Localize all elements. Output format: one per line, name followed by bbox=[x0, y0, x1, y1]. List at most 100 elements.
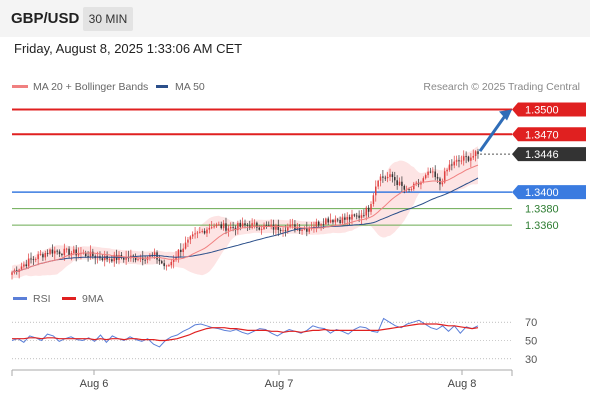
candle bbox=[341, 213, 344, 225]
candle bbox=[432, 167, 434, 178]
candle bbox=[453, 155, 455, 169]
candle bbox=[334, 215, 337, 227]
candle bbox=[279, 227, 282, 234]
rsi-tick-label-2: 30 bbox=[525, 354, 537, 366]
x-tick-label-0: Aug 6 bbox=[80, 378, 109, 390]
candle bbox=[467, 155, 470, 163]
candle bbox=[229, 222, 232, 232]
ma9-legend-label: 9MA bbox=[82, 293, 104, 305]
candle bbox=[56, 249, 58, 255]
price-level-label-0: 1.3500 bbox=[525, 105, 559, 117]
ma20-bollinger-legend-swatch bbox=[12, 85, 28, 88]
candle bbox=[336, 218, 339, 223]
candle bbox=[265, 221, 268, 229]
candle bbox=[398, 177, 401, 187]
candle bbox=[44, 250, 47, 261]
candle bbox=[113, 251, 116, 267]
candle bbox=[451, 159, 453, 171]
candle bbox=[191, 231, 194, 239]
candle bbox=[77, 247, 80, 259]
chart-header: GBP/USD 30 MIN bbox=[0, 0, 590, 37]
candle bbox=[374, 180, 377, 202]
candle bbox=[75, 245, 77, 262]
candle bbox=[46, 249, 49, 257]
candle bbox=[372, 193, 375, 207]
candle bbox=[401, 176, 403, 193]
rsi-panel: 70 50 30 bbox=[11, 317, 537, 366]
candle bbox=[365, 205, 368, 221]
candle bbox=[206, 227, 208, 238]
candle bbox=[317, 220, 320, 228]
candle bbox=[415, 180, 417, 187]
candle bbox=[367, 205, 370, 218]
candle bbox=[101, 254, 104, 262]
ma9-legend-swatch bbox=[62, 297, 76, 300]
x-tick-label-2: Aug 8 bbox=[448, 378, 477, 390]
candle bbox=[225, 217, 227, 235]
candle bbox=[315, 218, 318, 233]
timeframe-button[interactable]: 30 MIN bbox=[83, 7, 133, 31]
ma50-legend-swatch bbox=[156, 85, 168, 88]
candle bbox=[260, 225, 263, 235]
candle bbox=[446, 168, 448, 176]
candle bbox=[184, 236, 187, 250]
candle bbox=[182, 243, 184, 257]
rsi-legend: RSI 9MA bbox=[13, 293, 104, 305]
candle bbox=[325, 217, 327, 226]
candle bbox=[394, 171, 396, 186]
candle bbox=[218, 221, 220, 226]
candle bbox=[196, 230, 199, 239]
candle bbox=[215, 222, 218, 228]
candle bbox=[125, 250, 127, 265]
candle bbox=[251, 218, 253, 230]
chart-legend: MA 20 + Bollinger Bands MA 50 bbox=[12, 81, 205, 93]
candle bbox=[30, 252, 32, 264]
symbol-title: GBP/USD bbox=[11, 10, 80, 27]
candle bbox=[161, 259, 163, 265]
candle bbox=[403, 184, 406, 194]
candle bbox=[389, 168, 391, 182]
candle bbox=[465, 151, 467, 164]
candle bbox=[32, 256, 35, 266]
candle bbox=[474, 150, 477, 162]
candle bbox=[39, 250, 42, 256]
candle bbox=[363, 209, 365, 218]
candle bbox=[163, 259, 165, 270]
candle bbox=[144, 255, 146, 264]
rsi-line bbox=[11, 317, 479, 348]
candle bbox=[253, 219, 256, 229]
price-level-label-3: 1.3400 bbox=[525, 187, 559, 199]
candle bbox=[20, 262, 23, 271]
candle bbox=[427, 167, 429, 178]
candle bbox=[244, 219, 246, 229]
candle bbox=[84, 250, 87, 258]
candle bbox=[58, 249, 61, 258]
ma50-legend-label: MA 50 bbox=[175, 81, 205, 93]
ma20-line bbox=[11, 164, 479, 273]
candle bbox=[370, 201, 372, 215]
candle bbox=[282, 227, 284, 237]
candle bbox=[194, 227, 196, 239]
candle bbox=[455, 155, 458, 166]
candle bbox=[306, 221, 308, 237]
candle bbox=[386, 172, 389, 183]
candle bbox=[396, 175, 398, 190]
ma50-line bbox=[11, 177, 479, 273]
candle bbox=[68, 246, 70, 259]
candle bbox=[301, 228, 303, 235]
price-level-tag-1: 1.3470 bbox=[512, 127, 586, 142]
forecast-arrow-icon bbox=[478, 109, 512, 152]
rsi-tick-label-1: 50 bbox=[525, 336, 537, 348]
candle bbox=[344, 213, 346, 225]
candlestick-series bbox=[11, 148, 479, 280]
candle bbox=[391, 171, 394, 183]
candle bbox=[165, 264, 168, 271]
candle bbox=[25, 259, 28, 269]
price-level-tag-3: 1.3400 bbox=[512, 185, 586, 200]
candle bbox=[377, 179, 379, 190]
rsi-legend-swatch bbox=[13, 297, 27, 300]
candle bbox=[272, 219, 275, 235]
candle bbox=[51, 244, 54, 257]
chart-datetime: Friday, August 8, 2025 1:33:06 AM CET bbox=[14, 41, 243, 56]
